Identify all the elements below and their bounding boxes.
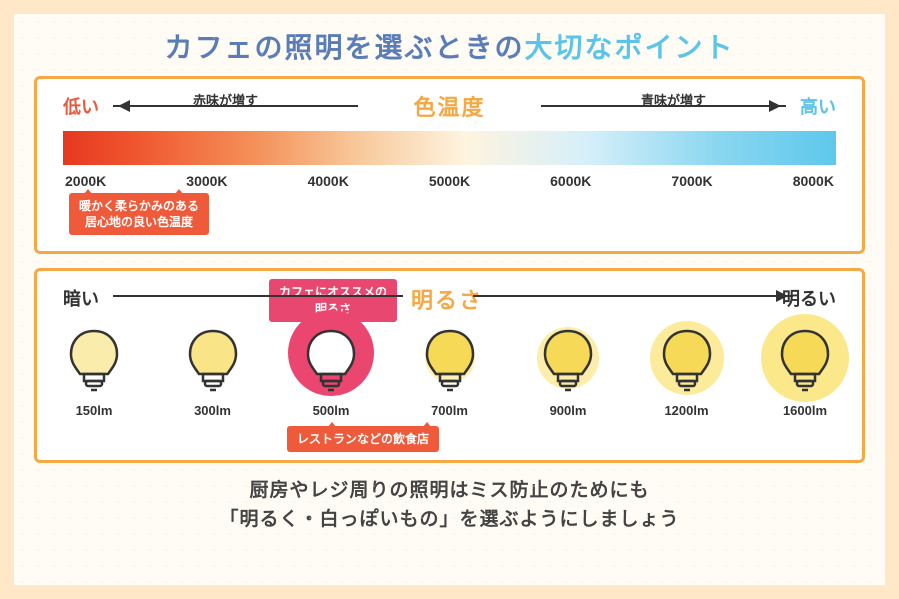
low-label: 低い	[63, 93, 99, 119]
bulb-item: 900lm	[537, 327, 599, 418]
line-left	[113, 295, 403, 297]
kelvin-tick: 5000K	[429, 173, 470, 189]
section-title-color: 色温度	[413, 90, 485, 122]
dark-label: 暗い	[63, 285, 99, 311]
kelvin-tick: 4000K	[308, 173, 349, 189]
bulb-label: 300lm	[182, 403, 244, 418]
bulb-item: 500lm	[300, 327, 362, 418]
bulb-row: 150lm 300lm 500lm 700lm 900lm 1200lm 1600lm	[63, 327, 836, 418]
section-title-brightness: 明るさ	[411, 283, 483, 315]
kelvin-tick: 7000K	[671, 173, 712, 189]
warm-callout: 暖かく柔らかみのある 居心地の良い色温度	[69, 193, 209, 235]
high-label: 高い	[800, 93, 836, 119]
bulb-label: 700lm	[419, 403, 481, 418]
arrow-left	[113, 105, 358, 107]
title-part1: カフェの照明を選ぶときの	[164, 32, 524, 63]
bulb-label: 1200lm	[656, 403, 718, 418]
bulb-label: 900lm	[537, 403, 599, 418]
bulb-item: 300lm	[182, 327, 244, 418]
bulb-item: 1200lm	[656, 327, 718, 418]
kelvin-tick: 8000K	[793, 173, 834, 189]
footer-note: 厨房やレジ周りの照明はミス防止のためにも 「明るく・白っぽいもの」を選ぶようにし…	[34, 477, 865, 534]
brightness-panel: カフェにオススメの 明るさ 暗い 明るさ 明るい 150lm300lm500lm…	[34, 268, 865, 463]
line-right	[473, 295, 793, 297]
bulb-label: 150lm	[63, 403, 125, 418]
bulb-item: 150lm	[63, 327, 125, 418]
bright-label: 明るい	[782, 285, 836, 311]
bulb-item: 700lm	[419, 327, 481, 418]
page-title: カフェの照明を選ぶときの大切なポイント	[34, 26, 865, 66]
title-part2: 大切なポイント	[525, 32, 735, 63]
bulb-item: 1600lm	[774, 327, 836, 418]
color-temperature-panel: 低い 赤味が増す 色温度 青味が増す 高い 2000K3000K4000K500…	[34, 76, 865, 254]
color-gradient-bar	[63, 131, 836, 165]
blue-label: 青味が増す	[641, 90, 706, 109]
bulb-label: 500lm	[300, 403, 362, 418]
kelvin-tick: 3000K	[186, 173, 227, 189]
bulb-label: 1600lm	[774, 403, 836, 418]
kelvin-tick: 6000K	[550, 173, 591, 189]
restaurant-callout: レストランなどの飲食店	[287, 426, 439, 452]
